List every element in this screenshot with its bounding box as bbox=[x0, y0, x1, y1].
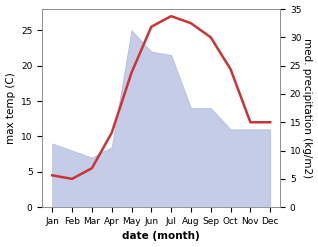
Y-axis label: med. precipitation (kg/m2): med. precipitation (kg/m2) bbox=[302, 38, 313, 178]
Y-axis label: max temp (C): max temp (C) bbox=[5, 72, 16, 144]
X-axis label: date (month): date (month) bbox=[122, 231, 200, 242]
